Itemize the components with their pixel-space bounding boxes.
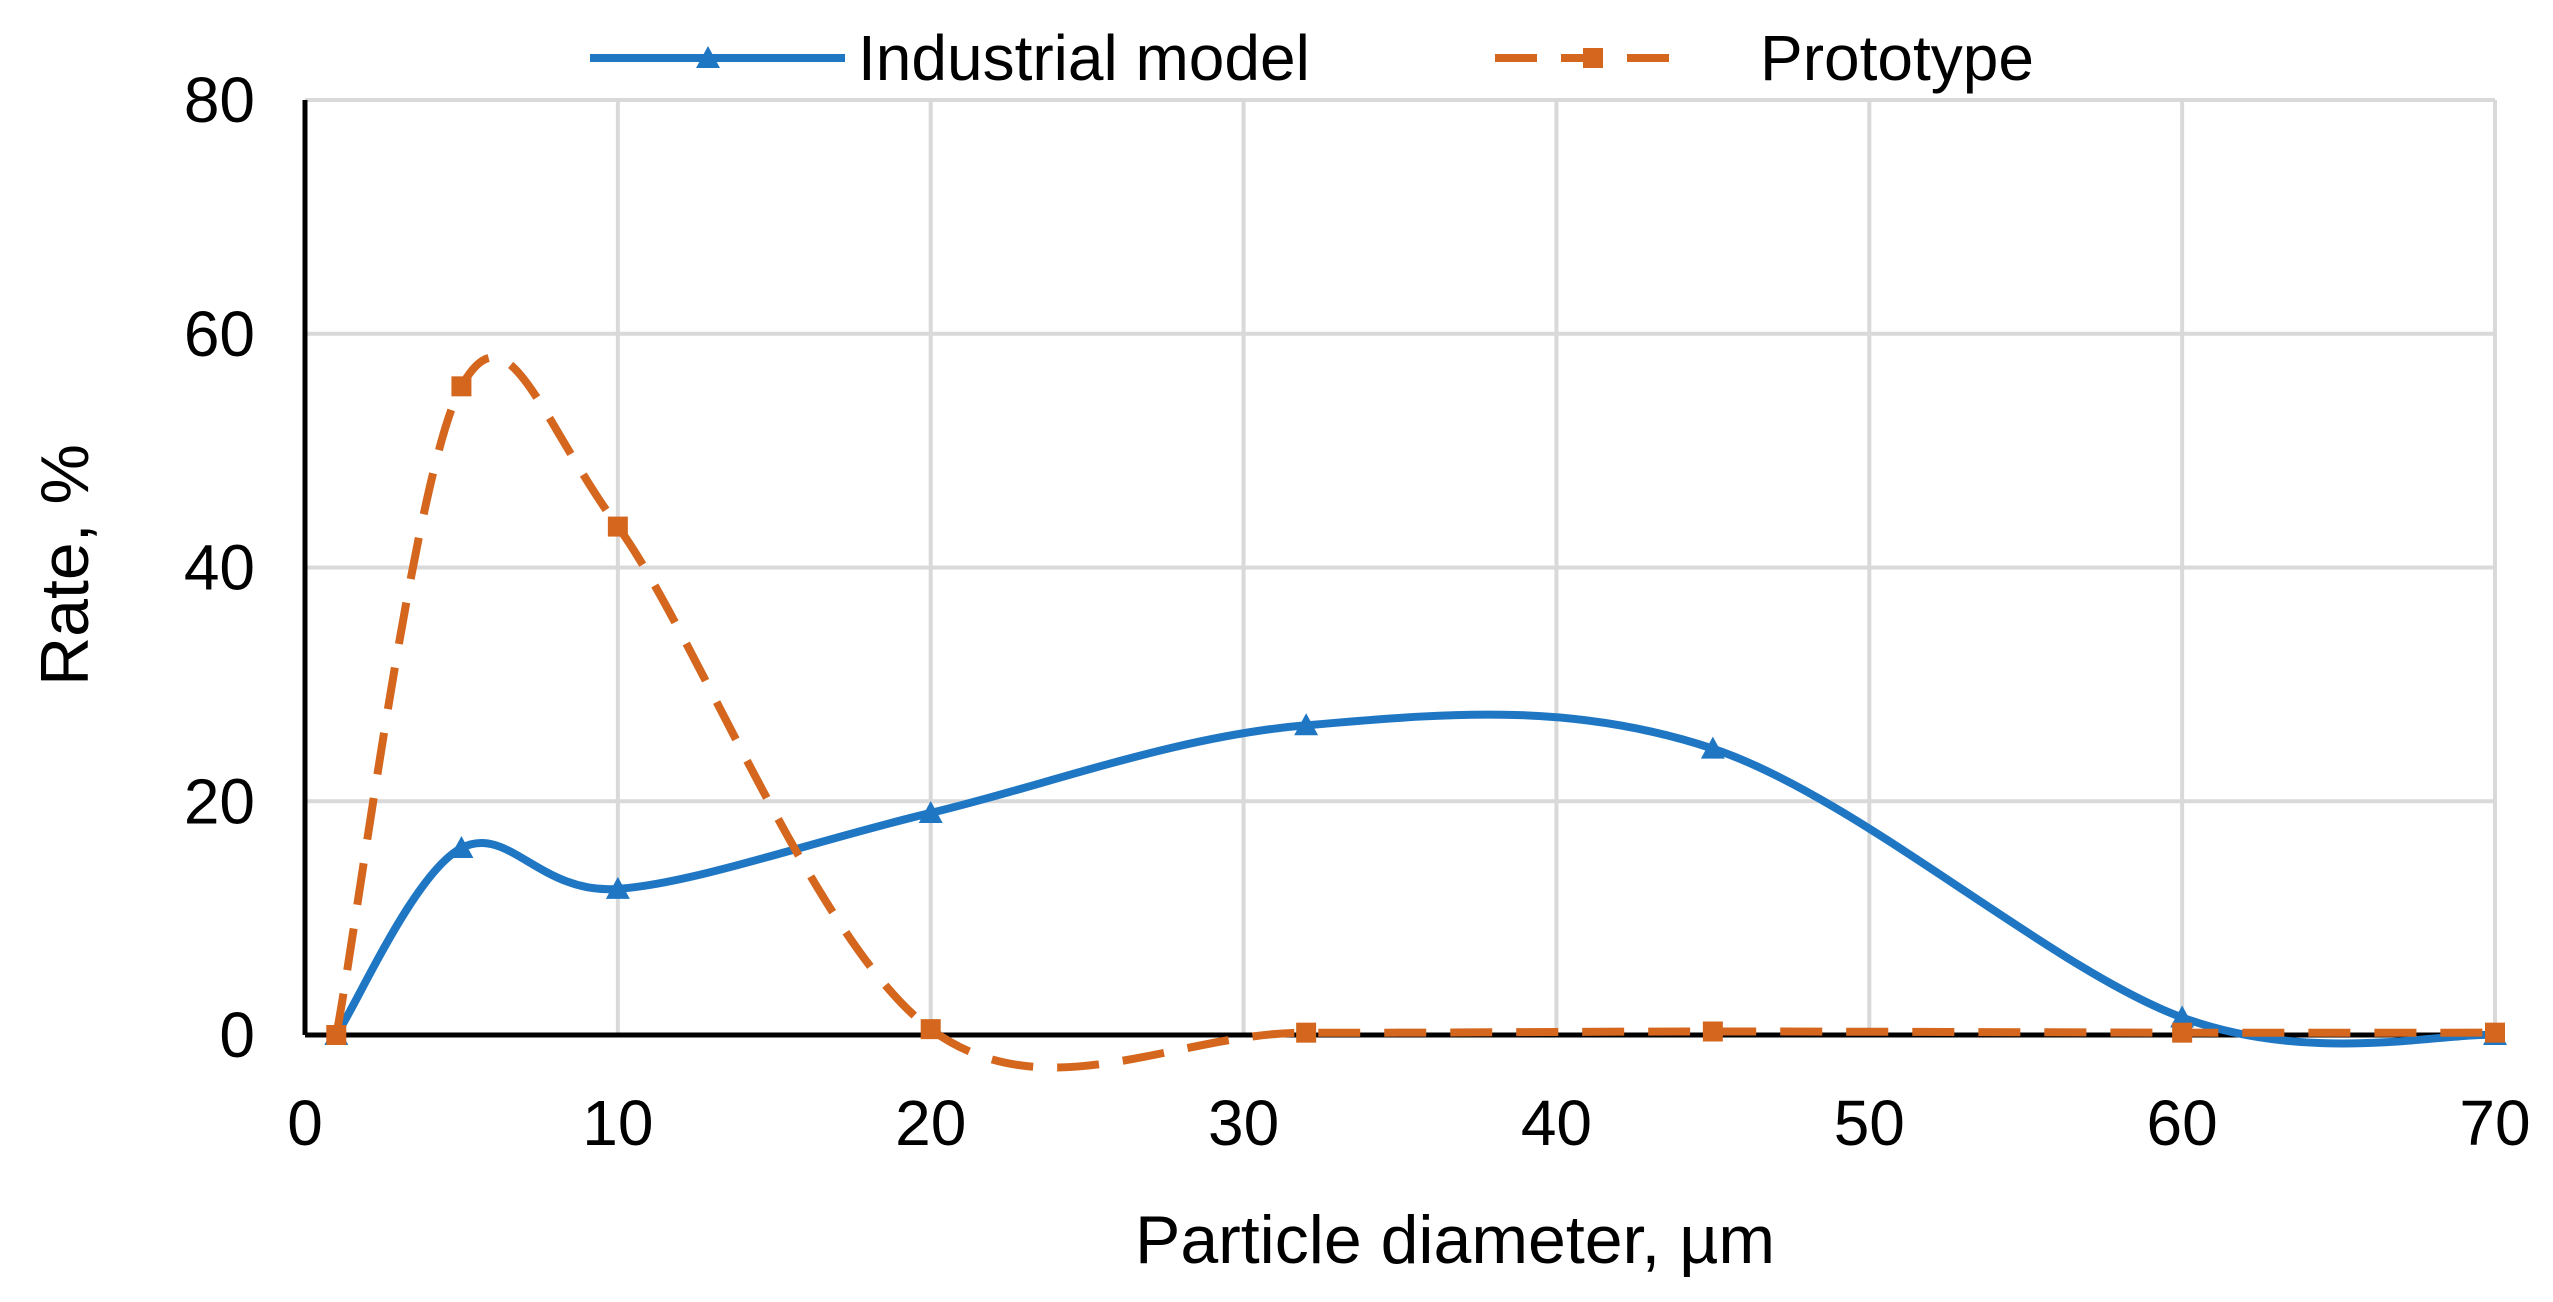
x-tick-label: 50 xyxy=(1834,1087,1905,1159)
x-tick-label: 20 xyxy=(895,1087,966,1159)
data-point-prototype xyxy=(1296,1022,1317,1043)
data-point-industrial-model xyxy=(605,876,630,899)
legend-label-prototype: Prototype xyxy=(1760,22,2034,94)
legend-marker-prototype xyxy=(1583,48,1603,68)
series-industrial-model xyxy=(324,710,2507,1048)
y-tick-label: 20 xyxy=(184,765,255,837)
data-point-prototype xyxy=(1702,1021,1723,1042)
series-line-industrial-model xyxy=(332,710,2496,1048)
legend-label-industrial-model: Industrial model xyxy=(858,22,1310,94)
legend-item-prototype: Prototype xyxy=(1495,22,2034,94)
y-tick-label: 80 xyxy=(184,64,255,136)
data-point-industrial-model xyxy=(2170,1005,2195,1028)
y-axis-title: Rate, % xyxy=(27,444,103,686)
data-point-industrial-model xyxy=(1700,736,1725,759)
data-point-prototype xyxy=(607,516,628,537)
y-tick-label: 40 xyxy=(184,532,255,604)
x-axis-title: Particle diameter, µm xyxy=(1135,1202,1775,1278)
x-tick-label: 10 xyxy=(582,1087,653,1159)
data-point-prototype xyxy=(451,376,472,397)
data-point-industrial-model xyxy=(918,800,943,823)
tick-labels: 0 20 40 60 80 0 10 20 30 40 50 60 70 xyxy=(184,64,2531,1159)
y-tick-label: 0 xyxy=(219,999,255,1071)
legend-item-industrial-model: Industrial model xyxy=(590,22,1310,94)
x-tick-label: 40 xyxy=(1521,1087,1592,1159)
series-layer xyxy=(324,353,2507,1072)
x-tick-label: 30 xyxy=(1208,1087,1279,1159)
data-point-prototype xyxy=(920,1019,941,1040)
data-point-industrial-model xyxy=(449,836,474,858)
series-prototype xyxy=(326,353,2505,1072)
x-tick-label: 60 xyxy=(2147,1087,2218,1159)
grid xyxy=(305,98,2497,1035)
series-line-prototype xyxy=(332,353,2496,1072)
data-point-prototype xyxy=(2172,1022,2193,1043)
x-tick-label: 0 xyxy=(287,1087,323,1159)
y-tick-label: 60 xyxy=(184,298,255,370)
x-tick-label: 70 xyxy=(2459,1087,2530,1159)
legend: Industrial model Prototype xyxy=(590,22,2034,94)
legend-marker-industrial-model xyxy=(696,46,720,68)
data-point-prototype xyxy=(326,1025,347,1045)
data-point-industrial-model xyxy=(1294,713,1319,736)
data-point-prototype xyxy=(2485,1022,2505,1043)
